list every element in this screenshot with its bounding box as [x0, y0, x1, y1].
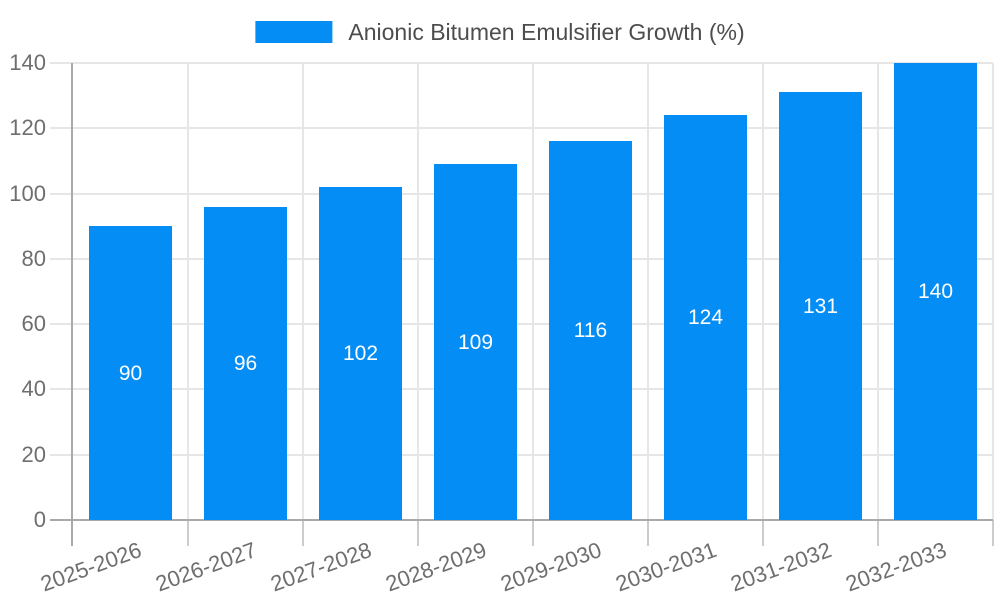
y-tick-label: 40: [21, 376, 46, 402]
bar[interactable]: 140: [894, 63, 977, 520]
bar[interactable]: 116: [549, 141, 632, 520]
x-axis-tick: [532, 520, 534, 546]
legend-label: Anionic Bitumen Emulsifier Growth (%): [348, 19, 745, 45]
y-gridline: [50, 62, 993, 64]
bar-value-label: 124: [687, 306, 724, 330]
x-tick-label: 2030-2031: [612, 537, 721, 597]
x-axis-tick: [302, 520, 304, 546]
x-gridline: [532, 63, 534, 520]
y-tick-label: 80: [21, 245, 46, 271]
bar[interactable]: 131: [779, 92, 862, 520]
legend-swatch: [255, 21, 333, 43]
chart-legend[interactable]: Anionic Bitumen Emulsifier Growth (%): [255, 19, 745, 45]
x-gridline: [992, 63, 994, 520]
x-gridline: [187, 63, 189, 520]
y-tick-label: 100: [9, 180, 46, 206]
x-gridline: [647, 63, 649, 520]
bar[interactable]: 102: [319, 187, 402, 520]
y-tick-label: 60: [21, 311, 46, 337]
bar[interactable]: 90: [89, 226, 172, 520]
bar-value-label: 102: [342, 342, 379, 365]
x-axis-tick: [187, 520, 189, 546]
x-axis-tick: [992, 520, 994, 546]
x-axis-line: [50, 519, 993, 521]
bar-value-label: 131: [802, 294, 839, 318]
y-tick-label: 120: [9, 115, 46, 141]
y-gridline: [50, 127, 993, 130]
y-axis-line: [71, 63, 73, 546]
x-tick-label: 2026-2027: [152, 537, 261, 597]
bar[interactable]: 109: [434, 164, 517, 520]
x-tick-label: 2031-2032: [727, 537, 836, 597]
x-tick-label: 2025-2026: [37, 537, 146, 597]
bar[interactable]: 124: [664, 115, 747, 520]
x-gridline: [762, 63, 764, 520]
y-gridline: [50, 192, 993, 195]
x-axis-tick: [762, 520, 764, 546]
y-gridline: [50, 453, 993, 456]
bar-value-label: 90: [118, 361, 143, 385]
x-gridline: [877, 63, 879, 520]
x-gridline: [417, 63, 419, 520]
bar[interactable]: 96: [204, 206, 287, 520]
y-tick-label: 20: [21, 441, 46, 467]
y-gridline: [50, 257, 993, 260]
x-tick-label: 2028-2029: [382, 537, 491, 597]
x-gridline: [302, 63, 304, 520]
y-tick-label: 140: [9, 50, 46, 75]
x-tick-label: 2029-2030: [497, 537, 606, 597]
bar-value-label: 140: [917, 280, 954, 303]
x-axis-tick: [647, 520, 649, 546]
x-tick-label: 2032-2033: [842, 537, 951, 597]
bar-value-label: 96: [233, 351, 258, 375]
x-axis-tick: [877, 520, 879, 546]
y-tick-label: 0: [33, 507, 46, 532]
y-gridline: [50, 388, 993, 391]
x-tick-label: 2027-2028: [267, 537, 376, 597]
y-gridline: [50, 323, 993, 326]
bar-value-label: 116: [573, 319, 608, 343]
bar-value-label: 109: [457, 330, 494, 354]
x-axis-tick: [417, 520, 419, 546]
